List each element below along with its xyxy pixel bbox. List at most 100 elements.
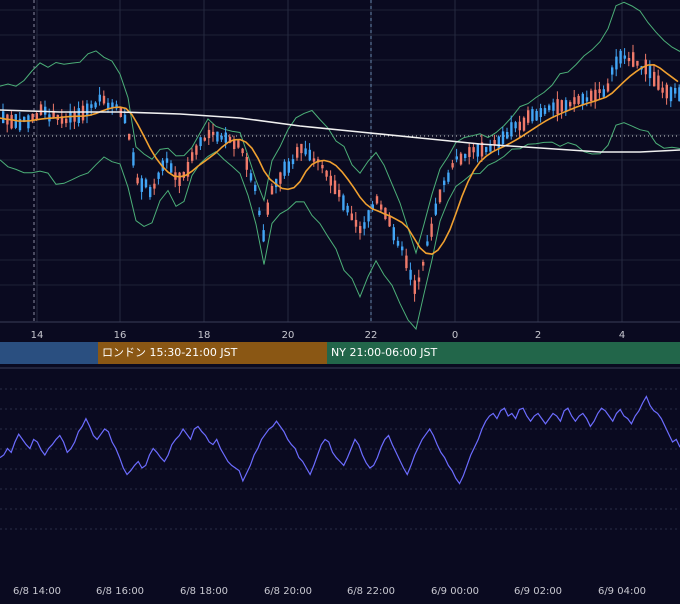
candle-body <box>585 97 589 102</box>
candle-body <box>619 50 622 64</box>
candle-body <box>312 158 316 162</box>
candle-body <box>212 131 215 135</box>
candle-body <box>249 173 253 181</box>
candle-body <box>367 210 370 222</box>
candle-body <box>611 67 614 75</box>
candle-body <box>392 227 395 241</box>
candle-body <box>669 87 673 102</box>
oscillator-x-tick-label: 6/8 14:00 <box>13 586 61 597</box>
candle-body <box>123 114 127 124</box>
oscillator-x-tick-label: 6/8 20:00 <box>264 586 312 597</box>
bollinger-lower <box>0 122 680 331</box>
candle-body <box>86 103 89 116</box>
candle-body <box>128 133 131 140</box>
candle-body <box>497 136 500 149</box>
candle-body <box>447 172 450 182</box>
candle-body <box>405 255 408 269</box>
candle-body <box>203 137 206 141</box>
x-tick-label: 0 <box>452 330 458 341</box>
candle-body <box>577 95 580 104</box>
bollinger-upper <box>0 1 680 255</box>
candle-body <box>594 89 597 102</box>
candle-body <box>657 75 660 90</box>
candle-body <box>35 113 38 120</box>
candle-body <box>321 165 324 169</box>
candle-body <box>518 121 521 131</box>
candle-body <box>241 148 244 154</box>
candle-body <box>275 178 278 188</box>
candle-body <box>556 99 559 114</box>
candle-body <box>438 189 442 203</box>
candle-body <box>224 132 227 143</box>
candle-body <box>350 213 353 221</box>
candle-body <box>283 161 286 176</box>
candle-body <box>464 154 467 158</box>
candle-body <box>468 147 471 157</box>
candle-body <box>636 60 639 66</box>
candle-body <box>644 59 647 75</box>
candle-body <box>254 184 257 191</box>
candle-body <box>485 146 488 153</box>
candle-body <box>52 110 55 119</box>
session-tokyo-bar <box>0 342 98 364</box>
candle-body <box>615 56 618 70</box>
candle-body <box>527 110 530 123</box>
candle-body <box>140 178 143 192</box>
candle-body <box>270 186 274 195</box>
candle-body <box>476 144 479 157</box>
candle-body <box>107 102 110 110</box>
oscillator-x-tick-label: 6/9 00:00 <box>431 586 479 597</box>
candle-body <box>606 83 610 92</box>
candle-body <box>426 241 429 246</box>
candle-body <box>627 58 631 62</box>
candle-body <box>422 261 425 266</box>
candle-body <box>157 172 160 179</box>
candle-body <box>132 152 135 166</box>
candle-body <box>531 109 534 122</box>
candle-body <box>296 147 299 158</box>
candle-body <box>430 223 433 237</box>
candle-body <box>598 89 601 93</box>
candle-body <box>279 172 282 184</box>
oscillator-x-tick-label: 6/8 16:00 <box>96 586 144 597</box>
candle-body <box>363 222 366 229</box>
candle-body <box>489 144 492 152</box>
candle-body <box>564 100 568 112</box>
candle-body <box>388 216 391 227</box>
candle-body <box>195 145 198 155</box>
candle-body <box>375 196 379 204</box>
candle-body <box>186 162 190 177</box>
candle-body <box>207 129 211 139</box>
candle-body <box>90 104 93 108</box>
candle-body <box>144 179 148 188</box>
candle-body <box>661 87 664 93</box>
candle-body <box>94 102 97 108</box>
candle-body <box>472 147 475 153</box>
candle-body <box>300 143 303 154</box>
x-tick-label: 4 <box>619 330 625 341</box>
candle-body <box>18 118 22 131</box>
candle-body <box>136 177 139 184</box>
candle-body <box>237 140 240 148</box>
oscillator-x-tick-label: 6/9 02:00 <box>514 586 562 597</box>
candle-body <box>338 189 341 197</box>
candle-body <box>325 170 328 177</box>
moving-average-fast <box>0 63 679 255</box>
candle-body <box>73 112 76 122</box>
candle-body <box>573 97 576 105</box>
candle-body <box>304 148 307 155</box>
candle-body <box>590 90 593 101</box>
candle-body <box>102 95 106 104</box>
candle-body <box>23 116 26 122</box>
candle-body <box>455 156 458 160</box>
candle-body <box>2 111 5 124</box>
candle-body <box>228 136 232 143</box>
candle-body <box>266 202 269 215</box>
x-tick-label: 14 <box>31 330 44 341</box>
candle-body <box>648 65 652 79</box>
candle-body <box>451 163 454 168</box>
candle-body <box>539 108 542 117</box>
oscillator-x-tick-label: 6/8 22:00 <box>347 586 395 597</box>
